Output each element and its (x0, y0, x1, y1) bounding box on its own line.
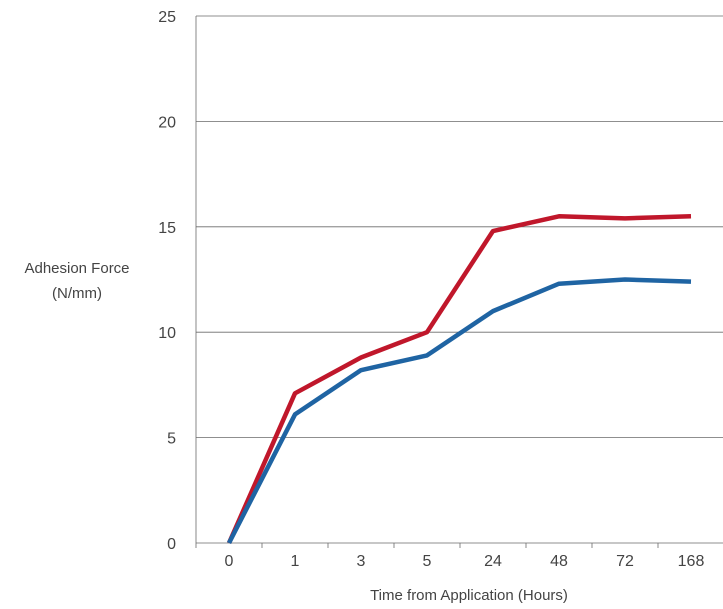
x-tick-label: 3 (357, 553, 366, 570)
x-tick-label: 72 (616, 553, 634, 570)
x-tick-label: 24 (484, 553, 502, 570)
y-tick-label: 5 (167, 431, 176, 448)
axes (195, 16, 723, 548)
x-axis-title: Time from Application (Hours) (370, 587, 568, 604)
x-tick-label: 48 (550, 553, 568, 570)
series-line-1 (226, 214, 692, 544)
y-tick-label: 20 (158, 114, 176, 131)
y-tick-label: 10 (158, 325, 176, 342)
x-tick-label: 0 (225, 553, 234, 570)
y-axis-title-line-1: Adhesion Force (24, 260, 129, 277)
x-tick-label: 1 (291, 553, 300, 570)
data-series (226, 214, 692, 545)
y-axis-tick-labels: 0 5 10 15 20 25 (158, 9, 176, 553)
x-tick-label: 5 (423, 553, 432, 570)
y-tick-label: 25 (158, 9, 176, 26)
y-tick-label: 0 (167, 536, 176, 553)
series-line-2 (226, 277, 692, 545)
x-axis-tick-labels: 0 1 3 5 24 48 72 168 (225, 553, 705, 570)
x-tick-label: 168 (678, 553, 705, 570)
grid-lines (196, 15, 723, 439)
y-axis-title-line-2: (N/mm) (52, 285, 102, 302)
y-tick-label: 15 (158, 220, 176, 237)
